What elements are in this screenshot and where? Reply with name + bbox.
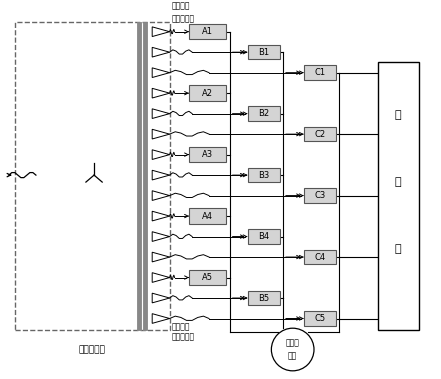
FancyBboxPatch shape: [304, 311, 336, 326]
Text: B5: B5: [258, 293, 269, 302]
Text: 控: 控: [395, 110, 402, 120]
Text: 功率单元: 功率单元: [172, 2, 190, 10]
Text: 移相变压器: 移相变压器: [78, 346, 105, 355]
Text: 制: 制: [395, 177, 402, 187]
Text: B1: B1: [258, 48, 269, 57]
Text: C3: C3: [314, 191, 325, 200]
Text: 输入电流端: 输入电流端: [172, 332, 194, 341]
Text: A4: A4: [202, 211, 213, 221]
FancyBboxPatch shape: [189, 24, 226, 39]
FancyBboxPatch shape: [248, 106, 280, 121]
FancyBboxPatch shape: [248, 291, 280, 305]
FancyBboxPatch shape: [378, 61, 419, 330]
FancyBboxPatch shape: [304, 188, 336, 203]
Text: B3: B3: [258, 171, 269, 180]
Text: 输入电流端: 输入电流端: [172, 14, 194, 23]
Text: 负载: 负载: [288, 352, 297, 361]
FancyBboxPatch shape: [189, 270, 226, 285]
FancyBboxPatch shape: [248, 168, 280, 182]
Text: A2: A2: [202, 89, 213, 98]
Text: B4: B4: [258, 232, 269, 241]
Text: A5: A5: [202, 273, 213, 282]
Text: 功率单元: 功率单元: [172, 323, 190, 331]
Text: C4: C4: [314, 252, 325, 262]
Text: C1: C1: [314, 68, 325, 77]
Text: B2: B2: [258, 109, 269, 118]
Text: A1: A1: [202, 27, 213, 36]
FancyBboxPatch shape: [189, 85, 226, 101]
Text: A3: A3: [202, 150, 213, 159]
FancyBboxPatch shape: [248, 229, 280, 244]
FancyBboxPatch shape: [304, 127, 336, 141]
Text: 电动机: 电动机: [286, 338, 299, 347]
FancyBboxPatch shape: [304, 250, 336, 264]
FancyBboxPatch shape: [189, 208, 226, 224]
Text: C2: C2: [314, 130, 325, 139]
FancyBboxPatch shape: [189, 147, 226, 162]
Text: C5: C5: [314, 314, 325, 323]
Text: 器: 器: [395, 244, 402, 254]
FancyBboxPatch shape: [304, 66, 336, 80]
FancyBboxPatch shape: [248, 45, 280, 60]
